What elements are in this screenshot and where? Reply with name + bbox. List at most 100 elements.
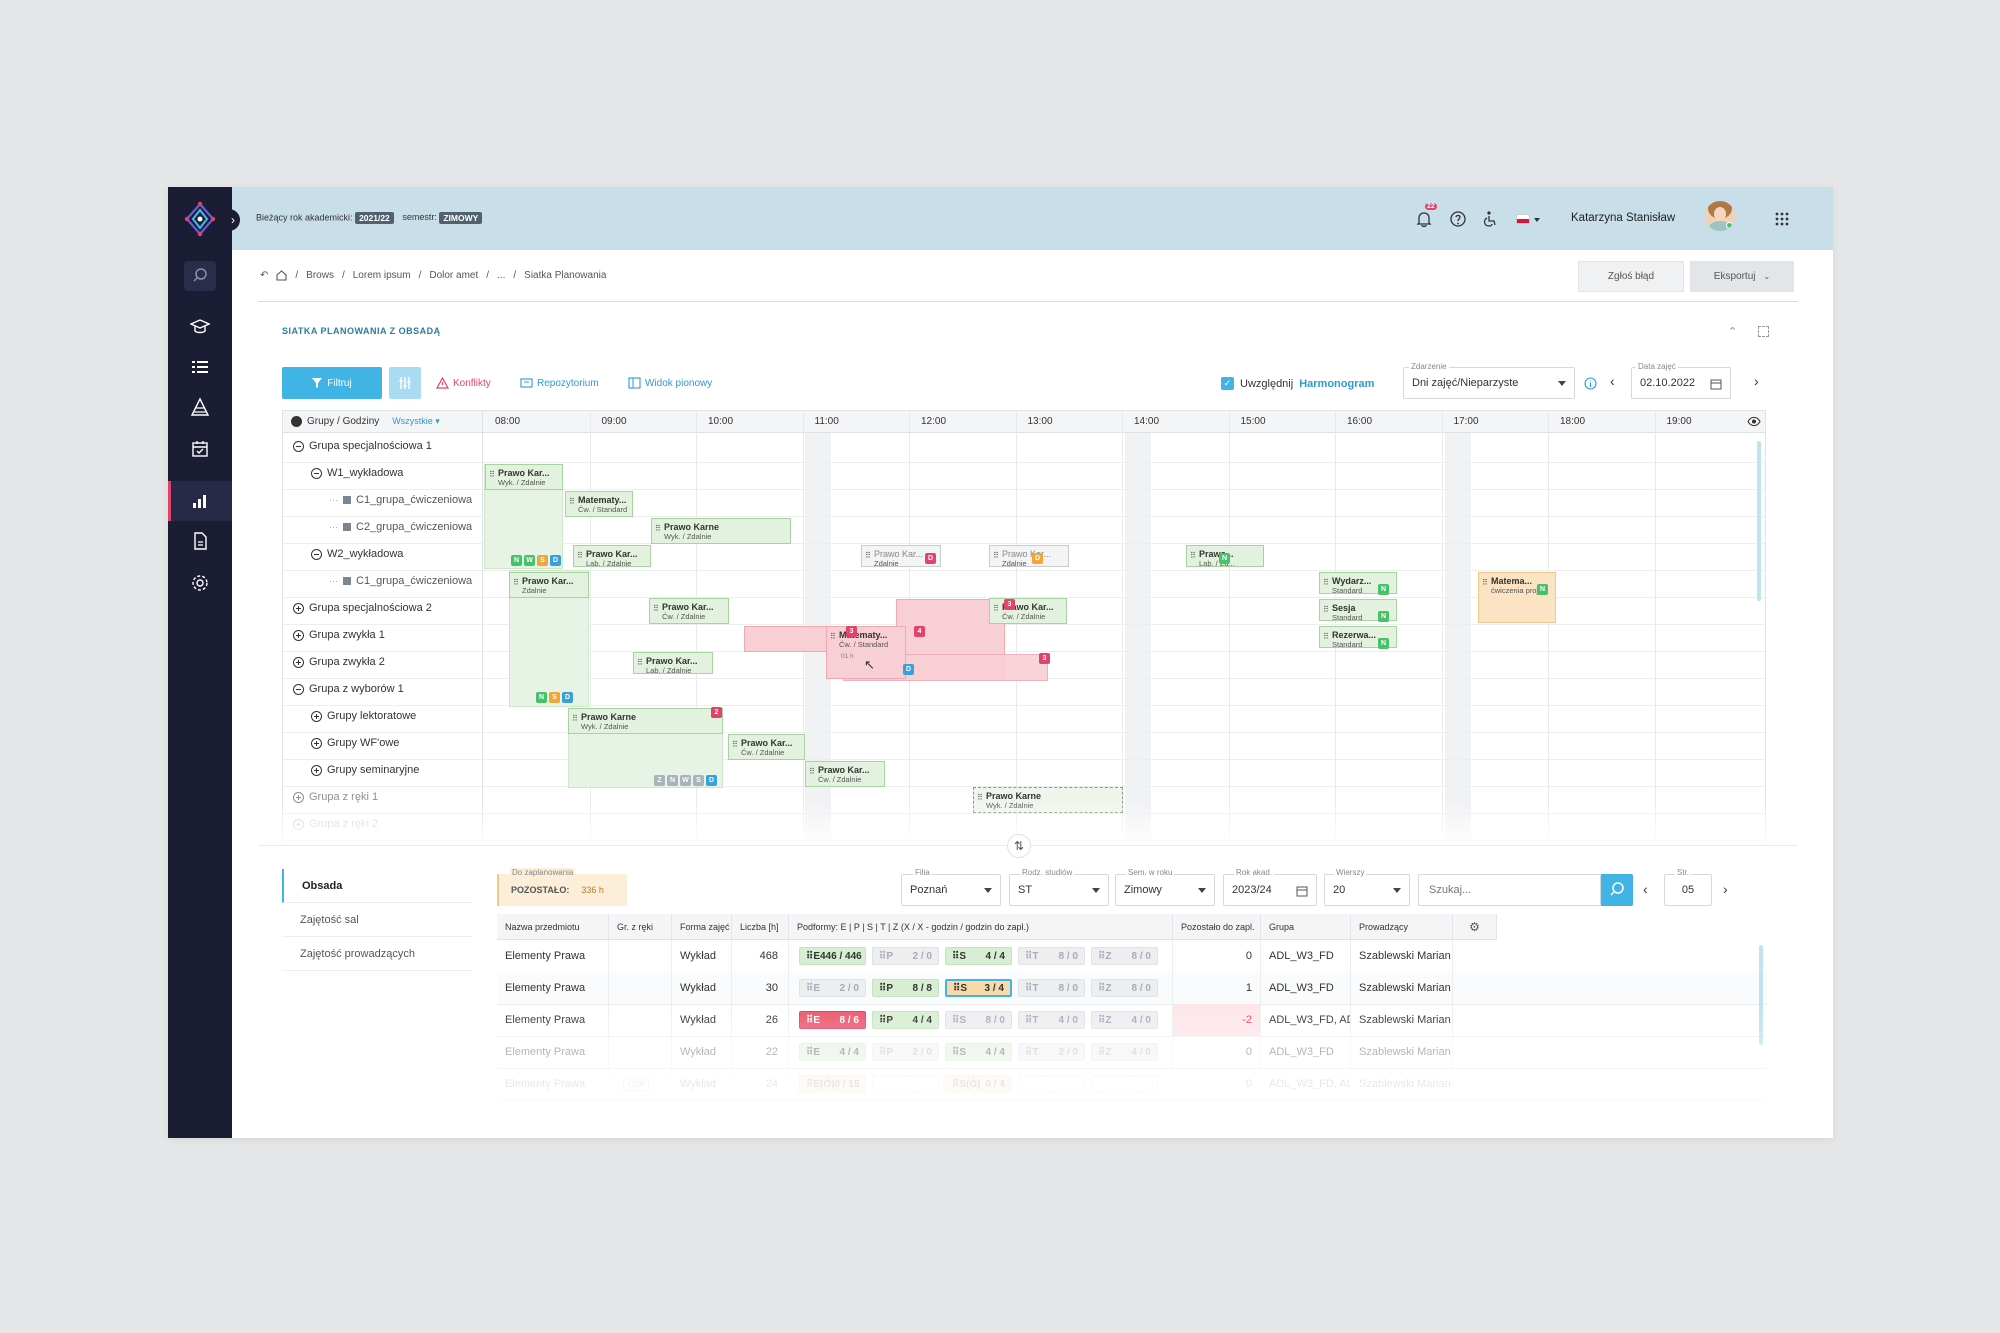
collapse-icon[interactable] <box>311 548 322 560</box>
subform-chip[interactable]: ⠿S 4 / 4 <box>945 947 1012 965</box>
eye-icon[interactable] <box>1747 416 1761 427</box>
home-icon[interactable] <box>276 270 287 281</box>
breadcrumb-item[interactable]: ... <box>497 270 506 281</box>
drag-handle-icon[interactable]: ⠿ <box>577 551 583 560</box>
collapse-all-icon[interactable] <box>291 416 302 427</box>
collapse-icon[interactable]: ⌃ <box>1728 326 1738 338</box>
tree-row[interactable]: Grupa zwykła 2 <box>293 656 385 668</box>
subform-chip[interactable]: ⠿P 2 / 0 <box>872 947 939 965</box>
include-schedule-checkbox[interactable]: ✓ Uwzględnij Harmonogram <box>1221 377 1374 390</box>
table-settings-cell[interactable]: ⚙ <box>1453 914 1497 940</box>
table-header-cell[interactable]: Podformy: E | P | S | T | Z (X / X - god… <box>789 914 1173 940</box>
tree-row[interactable]: Grupy WF'owe <box>311 737 399 749</box>
avatar[interactable] <box>1705 201 1735 231</box>
subform-chip[interactable]: ⠿E 2 / 0 <box>799 979 866 997</box>
language-selector[interactable] <box>1516 209 1542 229</box>
drag-handle-icon[interactable]: ⠿ <box>977 793 983 802</box>
page-number-field[interactable]: 05 <box>1664 874 1712 906</box>
tree-row[interactable]: W2_wykładowa <box>311 548 403 560</box>
next-day-button[interactable]: › <box>1754 373 1759 389</box>
drag-handle-icon[interactable]: ⠿ <box>569 497 575 506</box>
chart-bars-icon[interactable] <box>190 491 210 511</box>
expand-icon[interactable] <box>311 737 322 749</box>
subform-chip[interactable]: ⠿S 3 / 4 <box>945 979 1012 997</box>
graduation-cap-icon[interactable] <box>190 317 210 337</box>
expand-icon[interactable] <box>311 710 322 722</box>
collapse-icon[interactable] <box>293 440 304 452</box>
schedule-event[interactable]: ⠿Prawo Kar...Ćw. / Zdalnie01 h <box>989 598 1067 624</box>
tree-row[interactable]: Grupa specjalnościowa 2 <box>293 602 432 614</box>
study-type-select[interactable]: ST <box>1009 874 1109 906</box>
schedule-event[interactable]: ⠿ Prawo Kar... Lab. / Zdalnie <box>573 545 651 567</box>
export-button[interactable]: Eksportuj ⌄ <box>1690 261 1794 292</box>
help-icon[interactable] <box>1448 209 1468 229</box>
event-select[interactable]: Dni zajęć/Nieparzyste <box>1403 367 1575 399</box>
document-icon[interactable] <box>190 531 210 551</box>
tree-row[interactable]: Grupa z wyborów 1 <box>293 683 404 695</box>
drag-handle-icon[interactable]: ⠿ <box>732 740 738 749</box>
table-header-cell[interactable]: Liczba [h] <box>732 914 789 940</box>
previous-page-button[interactable]: ‹ <box>1643 881 1648 897</box>
sidebar-expand-button[interactable]: › <box>226 209 240 231</box>
schedule-link[interactable]: Harmonogram <box>1299 377 1375 390</box>
table-scrollbar[interactable] <box>1759 945 1763 1045</box>
subform-chip[interactable]: ⠿P 8 / 8 <box>872 979 939 997</box>
subform-chip[interactable]: ⠿E 446 / 446 <box>799 947 866 965</box>
table-header-cell[interactable]: Forma zajęć <box>672 914 732 940</box>
group-filter-dropdown[interactable]: Wszystkie ▾ <box>392 416 440 426</box>
user-name[interactable]: Katarzyna Stanisław <box>1571 212 1676 224</box>
table-header-cell[interactable]: Pozostało do zapl. <box>1173 914 1261 940</box>
adjust-button[interactable] <box>389 367 421 399</box>
gear-icon[interactable]: ⚙ <box>1469 919 1480 934</box>
vertical-view-link[interactable]: Widok pionowy <box>628 377 712 389</box>
report-error-button[interactable]: Zgłoś błąd <box>1578 261 1684 292</box>
drag-handle-icon[interactable]: ⠿ <box>1482 578 1488 587</box>
schedule-event[interactable]: ⠿ Prawo Kar... Ćw. / Zdalnie <box>728 734 805 760</box>
drag-handle-icon[interactable]: ⠿ <box>489 470 495 479</box>
drag-handle-icon[interactable]: ⠿ <box>572 714 578 723</box>
next-page-button[interactable]: › <box>1723 881 1728 897</box>
table-header-cell[interactable]: Nazwa przedmiotu <box>497 914 609 940</box>
branch-select[interactable]: Poznań <box>901 874 1001 906</box>
schedule-event[interactable]: ⠿Prawo Kar...Ćw. / Zdalnie01 h <box>649 598 729 624</box>
schedule-event[interactable]: ⠿ Prawo Kar... Lab. / Zdalnie <box>633 652 713 674</box>
table-header-cell[interactable]: Prowadzący <box>1351 914 1453 940</box>
breadcrumb-item[interactable]: Dolor amet <box>429 270 479 281</box>
drag-handle-icon[interactable]: ⠿ <box>653 604 659 613</box>
schedule-event[interactable]: ⠿ Prawo Kar... Zdalnie <box>989 545 1069 567</box>
grid-scrollbar[interactable] <box>1757 441 1761 601</box>
drag-handle-icon[interactable]: ⠿ <box>637 658 643 667</box>
expand-icon[interactable] <box>293 602 304 614</box>
expand-icon[interactable] <box>293 656 304 668</box>
schedule-event[interactable]: ⠿ Prawo Kar... Zdalnie <box>861 545 941 567</box>
table-row[interactable]: Elementy Prawa Wykład 468 ⠿E 446 / 446 ⠿P 2 / … <box>497 940 1767 972</box>
subform-chip[interactable]: ⠿T 8 / 0 <box>1018 979 1085 997</box>
tab-staffing[interactable]: Obsada <box>282 869 472 903</box>
schedule-event[interactable]: ⠿Prawo Kar...Wyk. / Zdalnie01 h <box>485 464 563 490</box>
tree-row[interactable]: Grupy lektoratowe <box>311 710 416 722</box>
date-field[interactable]: 02.10.2022 <box>1631 367 1731 399</box>
filter-button[interactable]: Filtruj <box>282 367 382 399</box>
breadcrumb-item[interactable]: Lorem ipsum <box>352 270 411 281</box>
drag-handle-icon[interactable]: ⠿ <box>1323 605 1329 614</box>
year-field[interactable]: 2023/24 <box>1223 874 1317 906</box>
calendar-check-icon[interactable] <box>190 439 210 459</box>
expand-icon[interactable] <box>293 791 304 803</box>
gear-icon[interactable] <box>190 573 210 593</box>
collapse-icon[interactable] <box>293 683 304 695</box>
calendar-icon[interactable] <box>1296 885 1308 897</box>
previous-day-button[interactable]: ‹ <box>1610 373 1615 389</box>
schedule-event[interactable]: ⠿ Matema... ćwiczenia projekt <box>1478 572 1556 623</box>
drag-handle-icon[interactable]: ⠿ <box>513 578 519 587</box>
calendar-icon[interactable] <box>1710 378 1722 390</box>
schedule-event[interactable]: ⠿ Wydarz... Standard <box>1319 572 1397 594</box>
app-logo-icon[interactable] <box>182 201 218 237</box>
pyramid-icon[interactable] <box>190 397 210 417</box>
drag-handle-icon[interactable]: ⠿ <box>993 604 999 613</box>
schedule-event[interactable]: ⠿Prawo Kar...Zdalnie01 h <box>509 572 589 598</box>
tree-row[interactable]: ⋯ C2_grupa_ćwiczeniowa <box>329 521 472 533</box>
